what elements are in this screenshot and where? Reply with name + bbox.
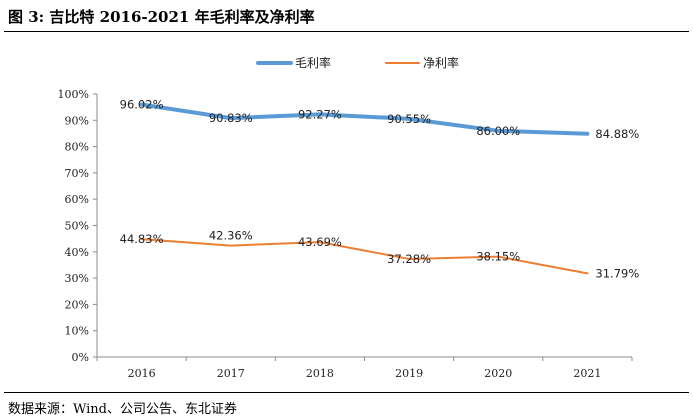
net-margin-data-label: 44.83% [120,232,164,246]
source-rule [4,392,689,393]
x-tick-label: 2017 [217,367,245,380]
y-tick-label: 70% [65,167,89,180]
net-margin-data-label: 38.15% [476,250,520,264]
y-tick-label: 10% [65,325,89,338]
gross-margin-data-label: 86.00% [476,124,520,138]
x-tick-label: 2018 [306,367,334,380]
y-tick-label: 30% [65,272,89,285]
x-tick-label: 2019 [395,367,423,380]
y-tick-label: 40% [65,246,89,259]
legend-label: 净利率 [423,55,459,70]
net-margin-data-label: 42.36% [209,229,253,243]
net-margin-data-label: 31.79% [595,266,639,280]
gross-margin-data-label: 96.02% [120,97,164,111]
y-tick-label: 0% [72,351,89,364]
title-rule [4,31,689,32]
x-tick-label: 2016 [128,367,156,380]
y-tick-label: 90% [65,114,89,127]
y-tick-label: 80% [65,141,89,154]
y-tick-label: 20% [65,298,89,311]
x-tick-label: 2021 [573,367,601,380]
gross-margin-data-label: 90.83% [209,111,253,125]
figure-title: 图 3: 吉比特 2016-2021 年毛利率及净利率 [8,8,315,26]
y-tick-label: 100% [58,88,89,101]
net-margin-line [140,238,589,275]
gross-margin-data-label: 84.88% [595,127,639,141]
source-note: 数据来源：Wind、公司公告、东北证券 [8,402,237,417]
x-tick-label: 2020 [484,367,512,380]
legend-label: 毛利率 [295,55,331,70]
gross-margin-data-label: 90.55% [387,112,431,126]
y-tick-label: 60% [65,193,89,206]
net-margin-data-label: 43.69% [298,235,342,249]
gross-margin-data-label: 92.27% [298,107,342,121]
gross-margin-line [139,102,590,136]
line-chart: 0% 10% 20% 30% 40% 50% 60% 70% 80% 90% 100% 2016 201… [58,55,640,380]
y-tick-label: 50% [65,220,89,233]
net-margin-data-label: 37.28% [387,252,431,266]
